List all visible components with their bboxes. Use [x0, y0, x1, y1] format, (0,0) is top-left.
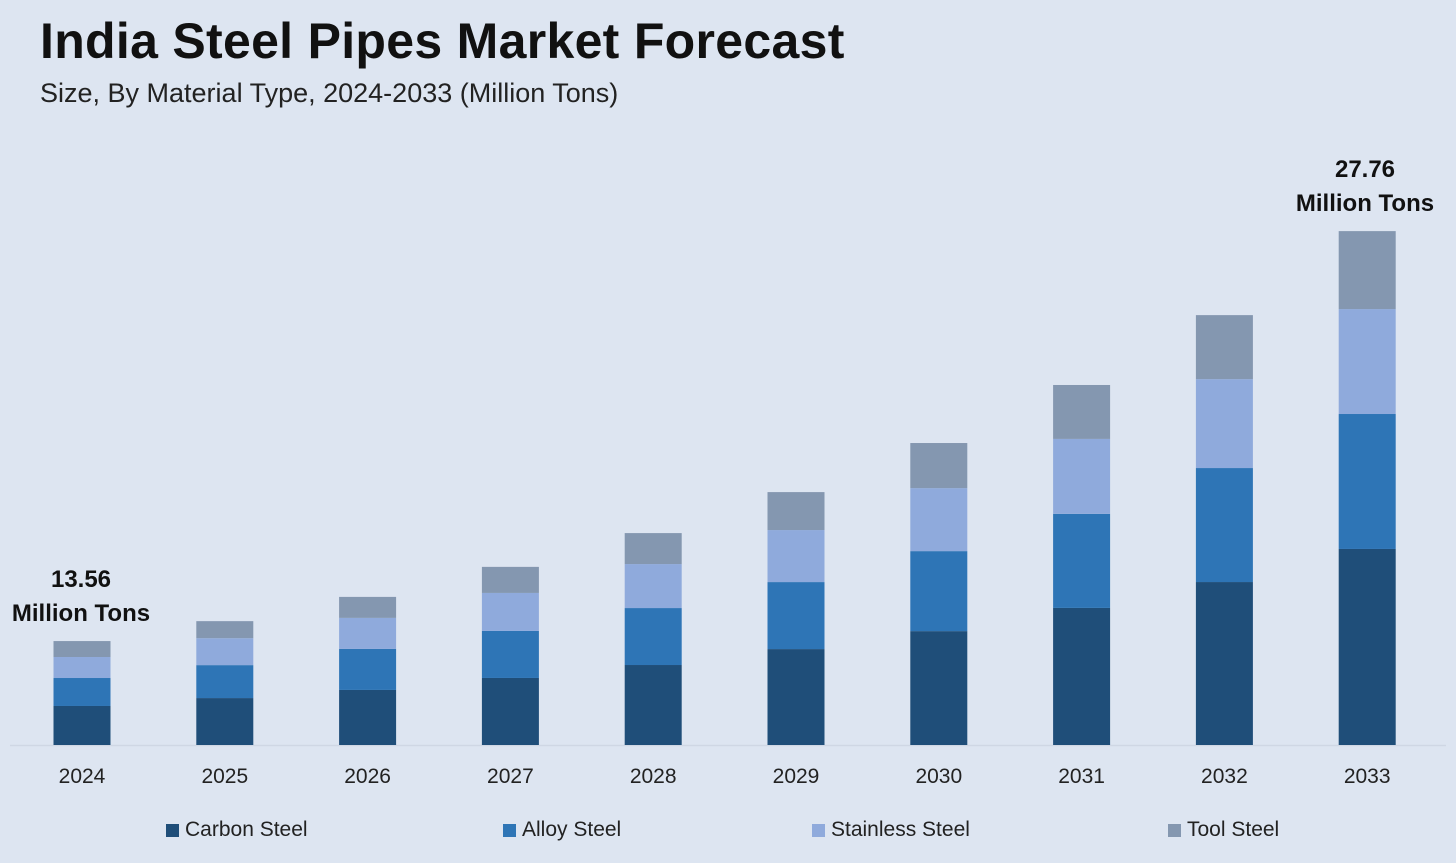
bar-stainless-steel-2029 [767, 530, 825, 583]
bar-tool-steel-2025 [196, 621, 254, 639]
bar-alloy-steel-2033 [1338, 414, 1396, 549]
bar-alloy-steel-2027 [481, 630, 539, 678]
bar-tool-steel-2027 [481, 566, 539, 593]
bar-tool-steel-2024 [53, 641, 111, 658]
x-tick-label: 2030 [915, 765, 962, 788]
bar-carbon-steel-2033 [1338, 548, 1396, 745]
legend-label: Tool Steel [1187, 818, 1280, 841]
x-tick-label: 2028 [630, 765, 677, 788]
bar-alloy-steel-2024 [53, 678, 111, 706]
bar-stainless-steel-2025 [196, 638, 254, 666]
bar-alloy-steel-2025 [196, 665, 254, 699]
bar-tool-steel-2029 [767, 492, 825, 531]
bar-stainless-steel-2032 [1195, 379, 1253, 469]
annotation-2024-unit: Million Tons [11, 600, 151, 627]
annotation-2033: 27.76 Million Tons [1284, 153, 1446, 221]
bar-stainless-steel-2026 [339, 617, 397, 649]
legend-swatch-stainless-steel [812, 823, 825, 837]
bar-alloy-steel-2028 [624, 608, 682, 666]
legend-swatch-carbon-steel [166, 823, 179, 837]
bar-tool-steel-2032 [1195, 315, 1253, 380]
bar-alloy-steel-2026 [339, 648, 397, 690]
bar-carbon-steel-2031 [1053, 607, 1111, 745]
bar-stainless-steel-2033 [1338, 309, 1396, 415]
annotation-2024: 13.56 Million Tons [0, 563, 162, 631]
bar-carbon-steel-2026 [339, 689, 397, 745]
x-tick-label: 2032 [1201, 765, 1248, 788]
bar-tool-steel-2030 [910, 443, 968, 489]
bar-carbon-steel-2027 [481, 677, 539, 745]
bar-tool-steel-2033 [1338, 231, 1396, 310]
x-tick-label: 2025 [201, 765, 248, 788]
x-tick-label: 2029 [773, 765, 820, 788]
x-tick-label: 2024 [59, 765, 106, 788]
bar-carbon-steel-2028 [624, 665, 682, 745]
annotation-2033-unit: Million Tons [1295, 190, 1435, 217]
x-tick-label: 2033 [1344, 765, 1391, 788]
bar-stainless-steel-2030 [910, 488, 968, 552]
bar-alloy-steel-2030 [910, 551, 968, 632]
bar-tool-steel-2028 [624, 533, 682, 565]
bar-stainless-steel-2028 [624, 564, 682, 609]
chart-title: India Steel Pipes Market Forecast [40, 13, 845, 69]
legend-label: Carbon Steel [185, 818, 308, 841]
bar-alloy-steel-2032 [1195, 468, 1253, 583]
bar-stainless-steel-2027 [481, 592, 539, 631]
legend-swatch-tool-steel [1168, 823, 1181, 837]
chart-subtitle: Size, By Material Type, 2024-2033 (Milli… [40, 78, 619, 108]
legend-label: Stainless Steel [831, 818, 970, 841]
x-tick-label: 2026 [344, 765, 391, 788]
legend-alloy-steel: Alloy Steel [503, 818, 621, 842]
bar-stainless-steel-2031 [1053, 438, 1111, 514]
x-tick-label: 2027 [487, 765, 534, 788]
bar-carbon-steel-2025 [196, 698, 254, 745]
bar-stainless-steel-2024 [53, 657, 111, 679]
legend-tool-steel: Tool Steel [1168, 818, 1279, 842]
bar-alloy-steel-2029 [767, 582, 825, 650]
bar-carbon-steel-2029 [767, 649, 825, 745]
bar-carbon-steel-2024 [53, 705, 111, 745]
bar-alloy-steel-2031 [1053, 513, 1111, 608]
legend-label: Alloy Steel [522, 818, 622, 841]
bar-carbon-steel-2032 [1195, 582, 1253, 745]
bar-tool-steel-2026 [339, 596, 397, 618]
legend-swatch-alloy-steel [503, 823, 516, 837]
legend-stainless-steel: Stainless Steel [812, 818, 970, 842]
annotation-2024-value: 13.56 [50, 566, 112, 593]
x-tick-label: 2031 [1058, 765, 1105, 788]
bar-carbon-steel-2030 [910, 631, 968, 745]
annotation-2033-value: 27.76 [1334, 156, 1396, 183]
bar-tool-steel-2031 [1053, 384, 1111, 439]
legend-carbon-steel: Carbon Steel [166, 818, 308, 842]
